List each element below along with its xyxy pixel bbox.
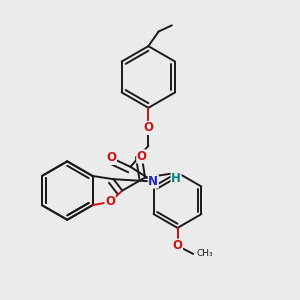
Text: O: O <box>143 122 153 134</box>
Text: O: O <box>137 150 147 163</box>
Text: H: H <box>171 172 181 185</box>
Text: O: O <box>172 239 182 252</box>
Text: O: O <box>105 195 115 208</box>
Text: O: O <box>106 152 116 164</box>
Text: N: N <box>148 175 158 188</box>
Text: CH₃: CH₃ <box>196 249 213 258</box>
